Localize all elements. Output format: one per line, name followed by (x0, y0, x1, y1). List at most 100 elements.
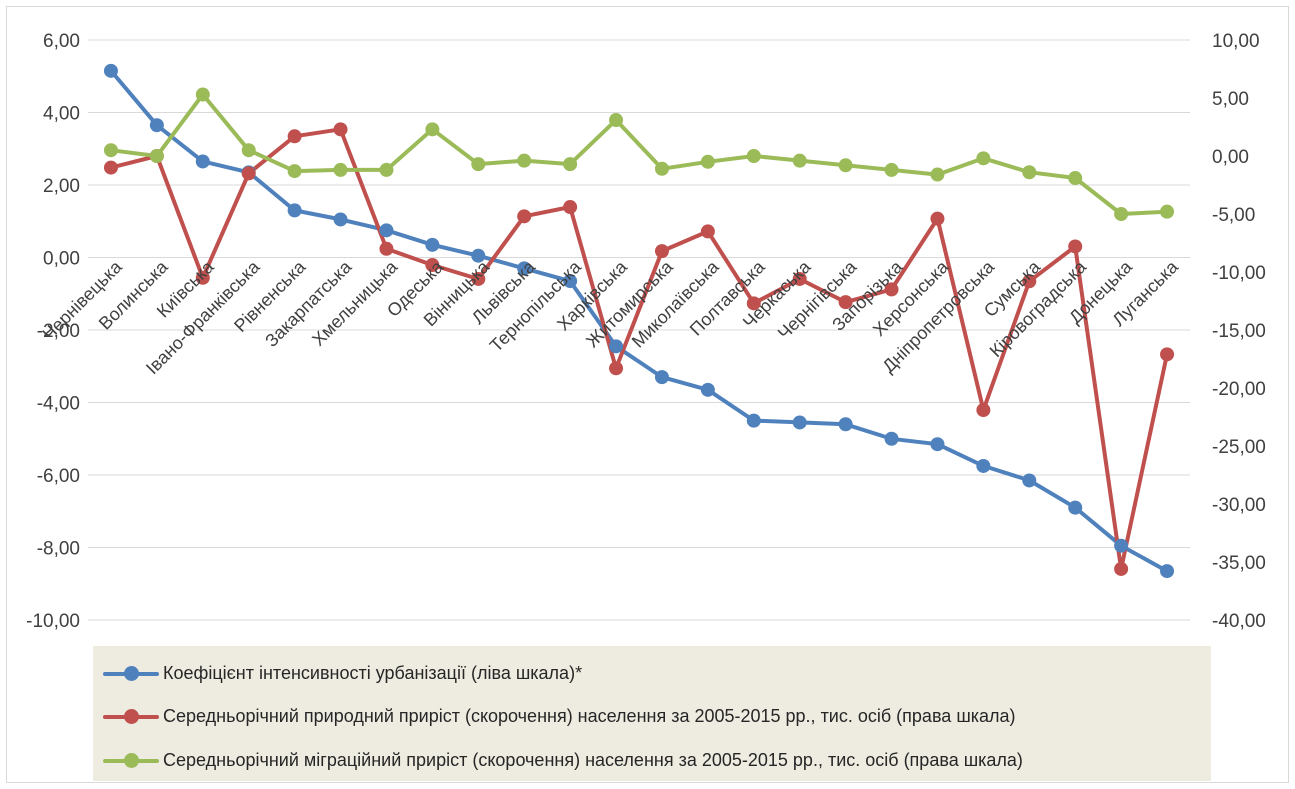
series-1-point (930, 211, 945, 226)
series-2-point (1068, 171, 1083, 186)
series-2-point (838, 158, 853, 173)
series-1-point (838, 295, 853, 310)
left-axis-tick: 0,00 (43, 249, 80, 270)
series-0-point (333, 212, 348, 227)
legend-swatch-migration-growth (103, 750, 159, 770)
series-0-point (930, 437, 945, 452)
left-axis-tick: -10,00 (26, 611, 80, 632)
series-0-point (287, 203, 302, 218)
left-axis-tick: -4,00 (37, 394, 80, 415)
series-1-point (609, 361, 624, 376)
legend-label-migration-growth: Середньорічний міграційний приріст (скор… (163, 749, 1023, 770)
series-0-point (609, 339, 624, 354)
series-1-point (654, 244, 669, 259)
series-0-point (700, 382, 715, 397)
right-axis-tick: -25,00 (1212, 437, 1266, 458)
series-0-point (1022, 473, 1037, 488)
series-0-point (471, 248, 486, 263)
series-1-point (287, 129, 302, 144)
legend: Коефіцієнт інтенсивності урбанізації (лі… (93, 646, 1211, 781)
left-axis-tick: -2,00 (37, 321, 80, 342)
series-1-point (195, 270, 210, 285)
right-axis-tick: -10,00 (1212, 263, 1266, 284)
series-2-point (746, 149, 761, 163)
right-axis-tick: -40,00 (1212, 611, 1266, 632)
series-0-point (195, 154, 210, 169)
series-2-point (517, 153, 532, 168)
series-2-point (425, 122, 440, 137)
series-2-point (700, 154, 715, 169)
series-1-point (517, 209, 532, 224)
series-1-point (425, 258, 440, 273)
series-line-0 (109, 68, 1169, 574)
series-2-point (930, 167, 945, 182)
left-axis-tick: -8,00 (37, 539, 80, 560)
series-2-point (1022, 165, 1037, 180)
legend-swatch-urbanization (103, 663, 159, 683)
series-0-point (746, 413, 761, 428)
right-axis-tick: -35,00 (1212, 553, 1266, 574)
series-1-point (792, 271, 807, 286)
series-1-point (1068, 239, 1083, 254)
series-2-point (792, 153, 807, 168)
series-0-point (563, 274, 578, 289)
series-1-point (379, 241, 394, 256)
series-0-point (792, 415, 807, 430)
series-0-point (517, 261, 532, 276)
legend-label-natural-growth: Середньорічний природний приріст (скороч… (163, 705, 1016, 726)
series-0-point (1114, 538, 1129, 553)
series-1-point (746, 296, 761, 311)
right-axis-tick: 10,00 (1212, 31, 1260, 52)
series-1-point (976, 403, 991, 418)
series-1-point (471, 271, 486, 286)
series-2-point (654, 161, 669, 176)
right-axis-tick: 0,00 (1212, 147, 1249, 168)
series-2-point (1160, 204, 1175, 219)
series-1-point (103, 160, 118, 175)
series-1-point (333, 122, 348, 137)
series-1-point (1022, 274, 1037, 289)
series-1-point (241, 166, 256, 181)
legend-item-urbanization: Коефіцієнт інтенсивності урбанізації (лі… (103, 653, 582, 693)
series-2-point (609, 113, 624, 128)
series-0-point (149, 118, 164, 133)
series-0-point (654, 370, 669, 385)
series-line-1 (109, 127, 1169, 571)
series-0-point (884, 431, 899, 446)
series-2-point (1114, 207, 1129, 221)
series-2-point (195, 87, 210, 102)
series-0-point (425, 237, 440, 252)
left-axis-tick: 2,00 (43, 176, 80, 197)
series-0-point (103, 63, 118, 78)
series-2-point (103, 143, 118, 158)
left-axis-tick: -6,00 (37, 466, 80, 487)
right-axis-tick: -5,00 (1212, 205, 1255, 226)
legend-label-urbanization: Коефіцієнт інтенсивності урбанізації (лі… (163, 662, 583, 683)
left-axis-tick: 6,00 (43, 31, 80, 52)
series-line-2 (109, 92, 1169, 216)
series-2-point (379, 162, 394, 177)
series-2-point (241, 143, 256, 158)
left-axis-tick: 4,00 (43, 104, 80, 125)
right-axis-tick: 5,00 (1212, 89, 1249, 110)
series-0-point (838, 417, 853, 432)
legend-item-natural-growth: Середньорічний природний приріст (скороч… (103, 696, 1016, 736)
series-1-point (1114, 561, 1129, 576)
series-0-point (379, 223, 394, 238)
right-axis-tick: -20,00 (1212, 379, 1266, 400)
series-0-point (976, 458, 991, 473)
series-2-point (471, 157, 486, 172)
right-axis-tick: -15,00 (1212, 321, 1266, 342)
series-2-point (287, 164, 302, 179)
series-1-point (700, 224, 715, 239)
series-0-point (1160, 564, 1175, 579)
series-2-point (333, 162, 348, 177)
legend-item-migration-growth: Середньорічний міграційний приріст (скор… (103, 740, 1023, 780)
series-2-point (884, 162, 899, 177)
series-1-point (1160, 347, 1175, 362)
series-2-point (976, 151, 991, 166)
series-0-point (1068, 500, 1083, 515)
series-1-point (563, 200, 578, 215)
series-2-point (563, 157, 578, 172)
